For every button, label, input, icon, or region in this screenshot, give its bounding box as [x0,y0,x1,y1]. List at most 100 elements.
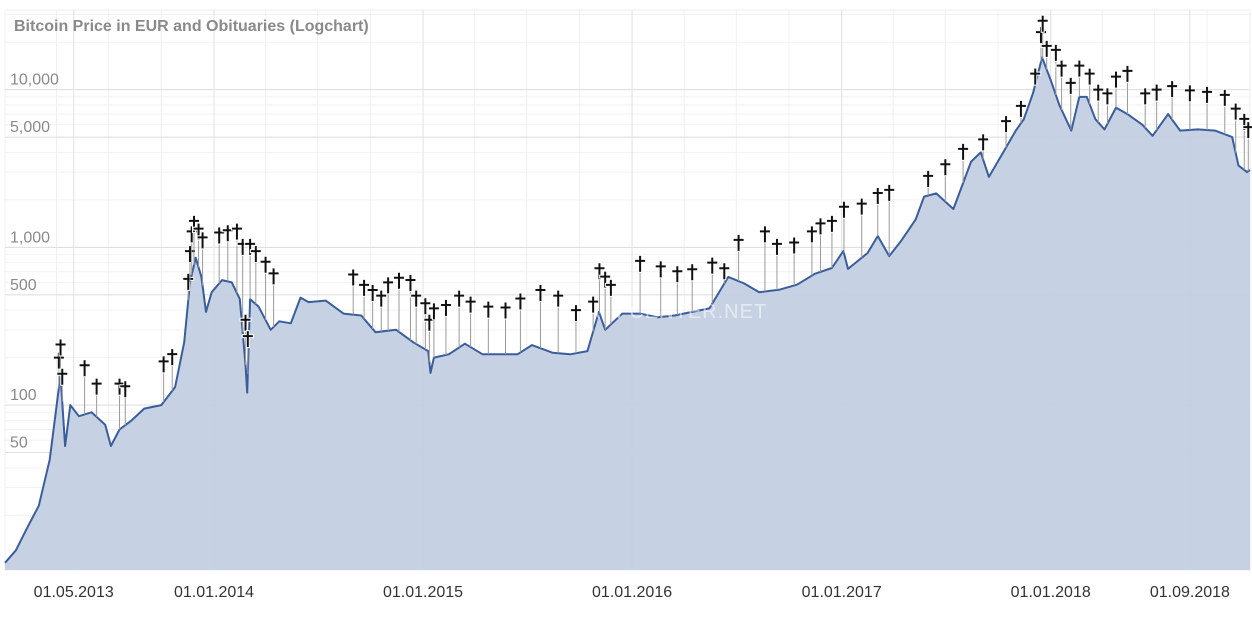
obituary-cross-marker [427,302,440,321]
chart-title: Bitcoin Price in EUR and Obituaries (Log… [14,18,369,35]
obituary-cross-marker [1183,84,1196,103]
obituary-cross-marker [453,289,466,308]
obituary-cross-marker [871,187,884,206]
obituary-cross-marker [1014,99,1027,118]
obituary-cross-marker [90,377,103,396]
obituary-cross-marker [267,267,280,286]
obituary-cross-marker [1166,80,1179,99]
obituary-cross-marker [587,295,600,314]
obituary-cross-marker [1242,121,1252,140]
obituary-cross-marker [706,256,719,275]
obituary-cross-marker [382,276,395,295]
obituary-cross-marker [54,338,67,357]
obituary-cross-marker [1000,115,1013,134]
obituary-cross-marker [393,271,406,290]
x-tick-label: 01.01.2014 [174,584,254,601]
obituary-cross-marker [1092,83,1105,102]
y-tick-label: 1,000 [10,229,50,246]
obituary-cross-marker [366,283,379,302]
obituary-cross-marker [1040,39,1053,58]
obituary-cross-marker [1036,14,1049,33]
obituary-cross-marker [922,169,935,188]
obituary-cross-marker [244,237,257,256]
obituary-cross-marker [977,133,990,152]
watermark: BLOCKCHAIN CENTER.NET [483,301,767,323]
obituary-cross-marker [514,292,527,311]
obituary-cross-marker [1083,67,1096,86]
y-tick-label: 500 [10,277,37,294]
obituary-cross-marker [1139,87,1152,106]
obituary-cross-marker [196,231,209,250]
obituary-cross-marker [569,304,582,323]
obituary-cross-marker [464,295,477,314]
obituary-cross-marker [671,265,684,284]
obituary-cross-marker [957,142,970,161]
x-tick-label: 01.01.2018 [1011,584,1091,601]
obituary-cross-marker [192,222,205,241]
obituary-cross-marker [718,262,731,281]
obituary-cross-marker [883,183,896,202]
obituary-cross-marker [825,214,838,233]
obituary-cross-marker [375,289,388,308]
obituary-cross-marker [410,289,423,308]
y-tick-label: 100 [10,387,37,404]
obituary-cross-marker [166,348,179,367]
obituary-cross-marker [686,263,699,282]
obituary-cross-marker [358,278,371,297]
obituary-cross-marker [788,236,801,255]
obituary-cross-marker [758,225,771,244]
obituary-cross-marker [634,254,647,273]
obituary-cross-marker [56,367,69,386]
x-tick-label: 01.09.2018 [1150,584,1230,601]
obituary-cross-marker [604,278,617,297]
obituary-cross-marker [1150,83,1163,102]
obituary-cross-marker [732,233,745,252]
y-tick-label: 10,000 [10,72,59,89]
obituary-cross-marker [347,268,360,287]
obituary-cross-marker [1055,59,1068,78]
obituary-cross-marker [1238,112,1251,131]
obituary-cross-marker [230,222,243,241]
x-tick-label: 01.05.2013 [34,584,114,601]
y-tick-label: 50 [10,435,28,452]
obituary-cross-marker [770,237,783,256]
obituary-cross-marker [805,225,818,244]
obituary-cross-marker [552,289,565,308]
obituary-cross-marker [482,300,495,319]
obituary-cross-marker [1229,102,1242,121]
x-tick-label: 01.01.2016 [592,584,672,601]
obituary-cross-marker [439,298,452,317]
y-tick-label: 5,000 [10,119,50,136]
obituary-cross-marker [1101,87,1114,106]
obituary-cross-marker [837,200,850,219]
obituary-cross-marker [855,197,868,216]
obituary-cross-marker [1218,88,1231,107]
obituary-cross-marker [1064,76,1077,95]
x-tick-label: 01.01.2017 [802,584,882,601]
obituary-cross-marker [241,330,254,349]
obituary-cross-marker [419,297,432,316]
x-tick-label: 01.01.2015 [383,584,463,601]
obituary-cross-marker [221,224,234,243]
obituary-cross-marker [1109,70,1122,89]
price-line [4,56,1251,564]
obituary-cross-marker [1049,43,1062,62]
obituary-cross-marker [654,260,667,279]
obituary-cross-marker [157,355,170,374]
obituary-cross-marker [259,255,272,274]
obituary-cross-marker [814,217,827,236]
obituary-cross-marker [939,158,952,177]
obituary-cross-marker [499,301,512,320]
obituary-cross-marker [599,270,612,289]
obituary-cross-marker [1029,67,1042,86]
obituary-cross-marker [1121,64,1134,83]
obituary-cross-marker [404,274,417,293]
obituary-cross-marker [249,245,262,264]
obituary-cross-marker [1201,85,1214,104]
obituary-cross-marker [534,283,547,302]
obituary-cross-marker [119,380,132,399]
obituary-cross-marker [1073,59,1086,78]
obituary-cross-marker [78,359,91,378]
